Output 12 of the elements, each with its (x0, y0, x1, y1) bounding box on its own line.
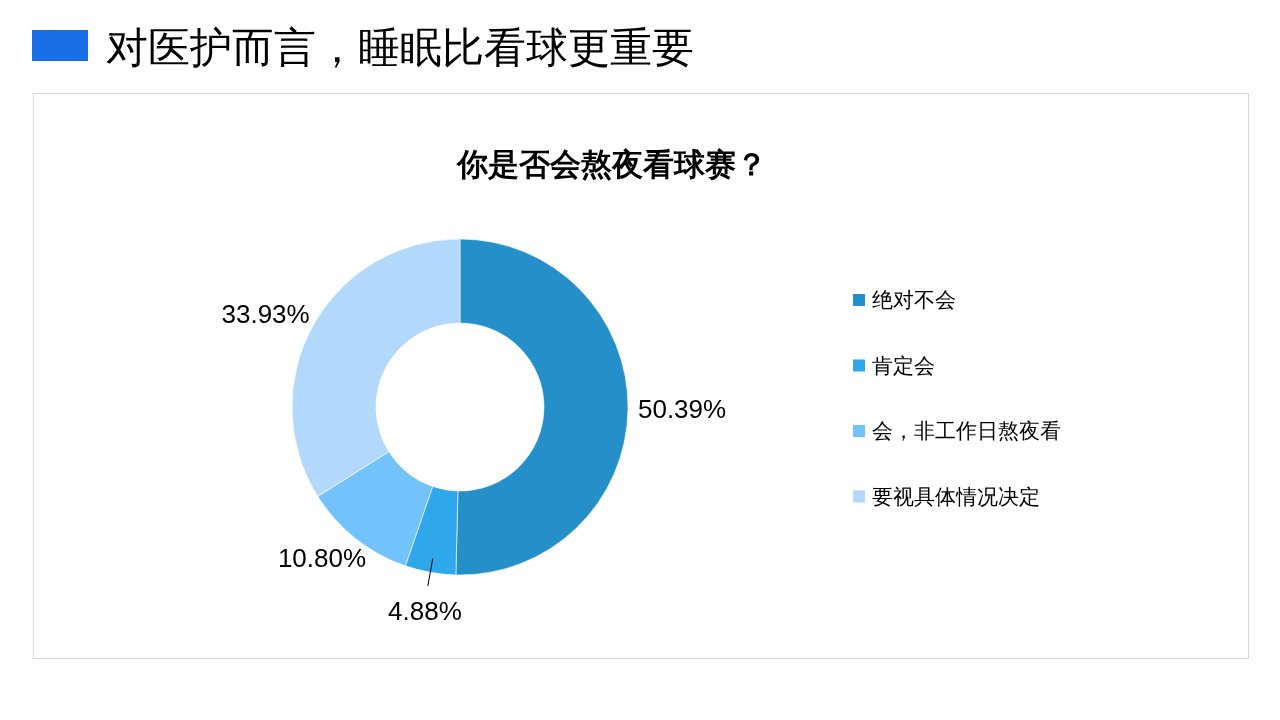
title: 对医护而言，睡眠比看球更重要 (106, 24, 694, 71)
legend-item: 肯定会 (853, 353, 935, 377)
subtitle: 你是否会熬夜看球赛？ (457, 147, 767, 182)
legend-item: 要视具体情况决定 (853, 484, 1040, 508)
legend-item: 绝对不会 (853, 288, 956, 311)
legend-label: 肯定会 (872, 353, 935, 377)
data-label: 50.39% (637, 394, 727, 425)
legend-item: 会，非工作日熬夜看 (853, 419, 1061, 442)
data-label: 33.93% (221, 298, 310, 329)
data-label: 10.80% (277, 543, 367, 574)
data-label: 4.88% (388, 595, 462, 626)
legend-label: 绝对不会 (872, 288, 956, 311)
